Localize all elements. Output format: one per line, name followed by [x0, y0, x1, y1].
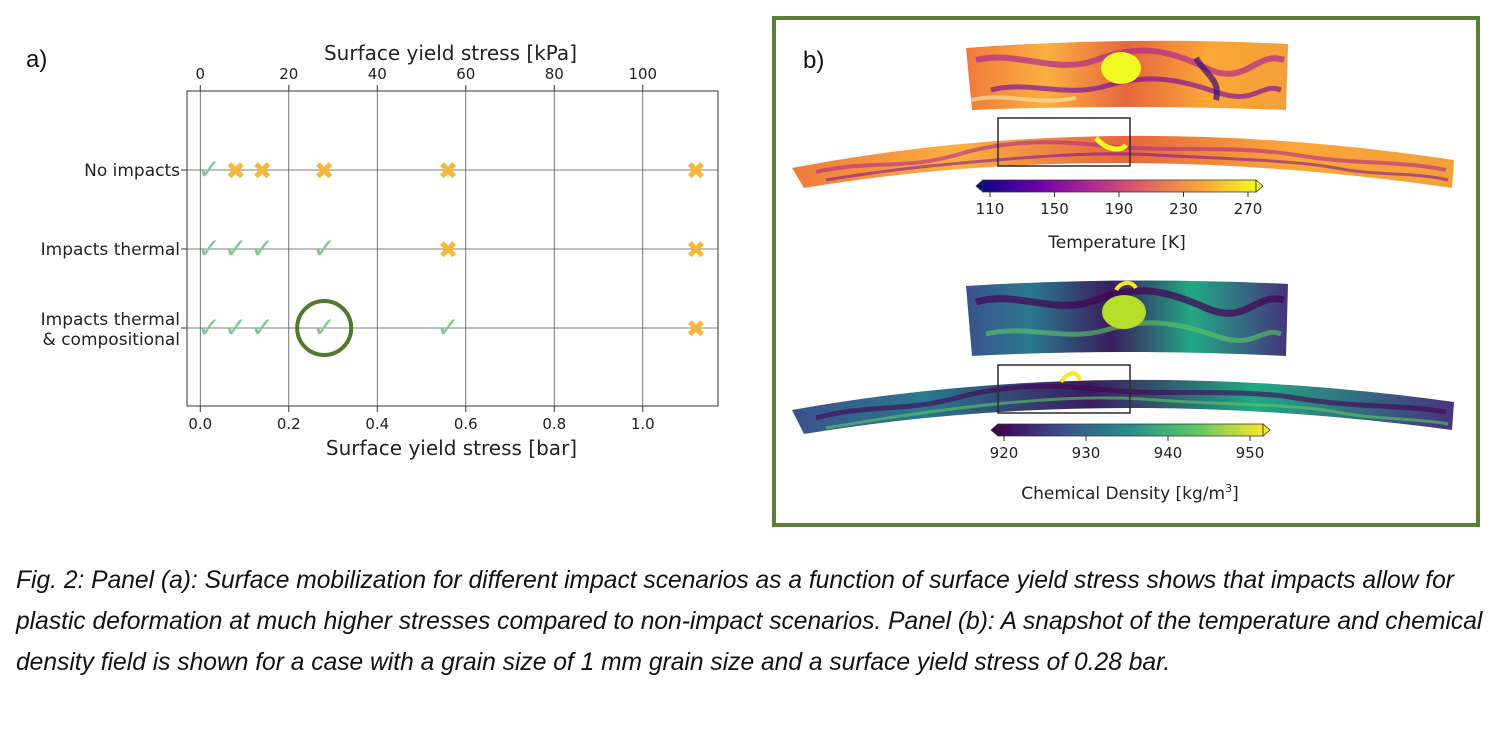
panel-a-label: a)	[26, 46, 47, 73]
colorbar-tick-label: 940	[1154, 444, 1183, 462]
checkmark-icon: ✓	[312, 311, 335, 344]
colorbar-tick-label: 270	[1234, 200, 1263, 218]
colorbar-tick-label: 950	[1236, 444, 1265, 462]
x-tick-label: 0.8	[542, 415, 566, 433]
panel-b-snapshots: b) 110 150 190 230 270 Temperature [K]	[792, 40, 1454, 504]
plot-area: 0.0 0.2 0.4 0.6 0.8 1.0 0 20 40 60 80 100 No impacts…	[41, 41, 719, 460]
temperature-shell-field	[792, 117, 1454, 188]
figure-caption: Fig. 2: Panel (a): Surface mobilization …	[16, 567, 1483, 676]
panel-a-chart: a) 0.0 0.2 0.4 0.6 0.8 1.0 0 20 40 60 80 100 No impa…	[26, 41, 719, 460]
x-tick-label: 0.2	[277, 415, 301, 433]
checkmark-icon: ✓	[250, 311, 273, 344]
x-tick-label: 0.6	[454, 415, 478, 433]
cross-mark-icon: ✖	[252, 157, 272, 185]
panel-b-label: b)	[803, 47, 824, 74]
x-tick-label: 1.0	[631, 415, 655, 433]
checkmark-icon: ✓	[224, 311, 247, 344]
checkmark-icon: ✓	[436, 311, 459, 344]
colorbar-tick-label: 110	[976, 200, 1005, 218]
checkmark-icon: ✓	[250, 232, 273, 265]
density-colorbar: 920 930 940 950 Chemical Density [kg/m3]	[990, 423, 1271, 504]
top-tick-label: 20	[279, 65, 298, 83]
checkmark-icon: ✓	[197, 153, 220, 186]
density-zoom-field	[966, 280, 1288, 356]
cross-mark-icon: ✖	[686, 315, 706, 343]
top-tick-label: 60	[456, 65, 475, 83]
top-tick-label: 0	[196, 65, 206, 83]
category-label: Impacts thermal	[41, 310, 180, 330]
x-tick-label: 0.0	[188, 415, 212, 433]
top-tick-label: 80	[545, 65, 564, 83]
density-zoom-box	[997, 364, 1131, 414]
cross-mark-icon: ✖	[686, 157, 706, 185]
category-label: & compositional	[43, 330, 180, 350]
colorbar-tick-label: 920	[990, 444, 1019, 462]
checkmark-icon: ✓	[197, 232, 220, 265]
cross-mark-icon: ✖	[314, 157, 334, 185]
colorbar-tick-label: 230	[1169, 200, 1198, 218]
highlight-circle	[295, 299, 354, 357]
temperature-colorbar-title: Temperature [K]	[1047, 233, 1186, 253]
temperature-colorbar: 110 150 190 230 270 Temperature [K]	[975, 179, 1264, 253]
top-tick-label: 100	[628, 65, 657, 83]
cross-mark-icon: ✖	[438, 157, 458, 185]
category-label: No impacts	[84, 161, 180, 181]
panel-b-frame	[772, 16, 1480, 527]
cross-mark-icon: ✖	[438, 236, 458, 264]
top-tick-label: 40	[368, 65, 387, 83]
checkmark-icon: ✓	[197, 311, 220, 344]
x-axis-title: Surface yield stress [bar]	[326, 436, 577, 460]
category-label: Impacts thermal	[41, 240, 180, 260]
density-colorbar-title: Chemical Density [kg/m3]	[1021, 482, 1239, 504]
top-axis-title: Surface yield stress [kPa]	[324, 41, 577, 65]
cross-mark-icon: ✖	[226, 157, 246, 185]
colorbar-tick-label: 930	[1072, 444, 1101, 462]
cross-mark-icon: ✖	[686, 236, 706, 264]
colorbar-tick-label: 190	[1105, 200, 1134, 218]
colorbar-tick-label: 150	[1040, 200, 1069, 218]
x-tick-label: 0.4	[365, 415, 389, 433]
temperature-zoom-box	[997, 117, 1131, 167]
density-shell-field	[792, 364, 1454, 434]
checkmark-icon: ✓	[224, 232, 247, 265]
temperature-zoom-field	[966, 40, 1288, 110]
checkmark-icon: ✓	[312, 232, 335, 265]
